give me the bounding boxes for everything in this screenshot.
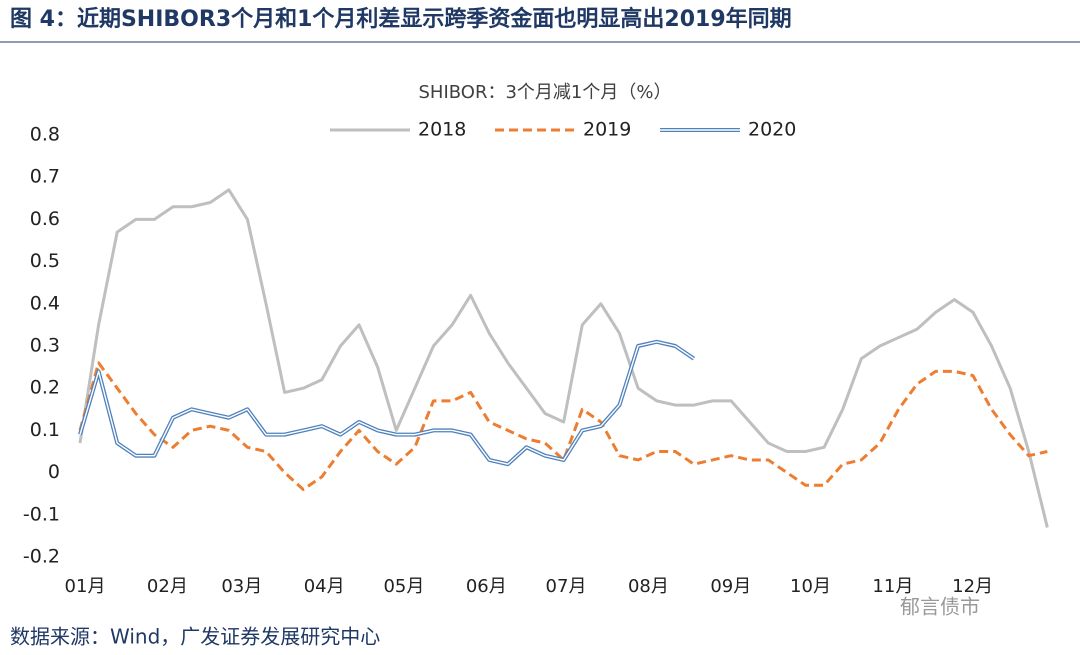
x-tick-label: 04月 bbox=[304, 576, 345, 597]
x-tick-label: 09月 bbox=[710, 576, 751, 597]
y-tick-label: 0.8 bbox=[30, 124, 60, 146]
y-tick-label: 0.3 bbox=[30, 335, 60, 357]
series-line bbox=[78, 361, 1048, 491]
x-tick-label: 05月 bbox=[383, 576, 424, 597]
y-tick-label: 0.2 bbox=[30, 377, 60, 399]
figure-title: 图 4：近期SHIBOR3个月和1个月利差显示跨季资金面也明显高出2019年同期 bbox=[10, 6, 792, 32]
x-tick-label: 08月 bbox=[628, 576, 669, 597]
legend-label: 2018 bbox=[418, 119, 466, 141]
x-tick-label: 12月 bbox=[952, 576, 993, 597]
x-tick-label: 11月 bbox=[872, 576, 913, 597]
y-tick-label: 0.7 bbox=[30, 166, 60, 188]
y-tick-label: -0.2 bbox=[23, 546, 60, 568]
y-tick-label: 0.5 bbox=[30, 250, 60, 272]
y-tick-label: -0.1 bbox=[23, 503, 60, 525]
series-line bbox=[78, 188, 1049, 528]
x-tick-label: 06月 bbox=[466, 576, 507, 597]
x-tick-label: 03月 bbox=[221, 576, 262, 597]
y-tick-label: 0.1 bbox=[30, 419, 60, 441]
legend-label: 2020 bbox=[748, 119, 796, 141]
y-tick-label: 0 bbox=[48, 461, 60, 483]
series-line-inner bbox=[79, 341, 695, 465]
y-tick-label: 0.6 bbox=[30, 208, 60, 230]
chart-title: SHIBOR：3个月减1个月（%） bbox=[419, 82, 672, 103]
x-tick-label: 07月 bbox=[546, 576, 587, 597]
plot-area: -0.2 -0.1 0 0.1 0.2 0.3 0.4 0.5 0.6 0.7 0.8 01月 02月 0… bbox=[23, 119, 1050, 597]
y-tick-label: 0.4 bbox=[30, 292, 60, 314]
x-tick-label: 02月 bbox=[147, 576, 188, 597]
legend-label: 2019 bbox=[583, 119, 631, 141]
x-tick-label: 01月 bbox=[65, 576, 106, 597]
x-tick-label: 10月 bbox=[790, 576, 831, 597]
source-note: 数据来源：Wind，广发证券发展研究中心 bbox=[10, 625, 380, 649]
watermark: 郁言债市 bbox=[900, 595, 980, 619]
